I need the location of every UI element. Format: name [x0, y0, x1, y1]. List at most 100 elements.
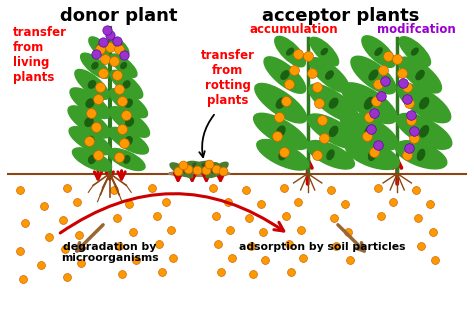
Point: [408, 117, 415, 122]
Point: [410, 136, 418, 141]
Point: [412, 188, 420, 193]
Ellipse shape: [369, 70, 378, 80]
Ellipse shape: [206, 165, 221, 178]
Ellipse shape: [123, 156, 130, 163]
Point: [115, 244, 123, 249]
Ellipse shape: [69, 127, 111, 155]
Ellipse shape: [309, 84, 358, 122]
Point: [257, 202, 264, 207]
Ellipse shape: [109, 107, 149, 137]
Point: [330, 216, 337, 220]
FancyArrowPatch shape: [199, 115, 214, 157]
Point: [184, 166, 191, 171]
Point: [410, 129, 418, 134]
Ellipse shape: [395, 141, 447, 169]
Point: [155, 241, 163, 246]
Point: [75, 232, 83, 237]
Point: [275, 115, 283, 120]
Ellipse shape: [326, 71, 333, 79]
Point: [273, 133, 281, 138]
Ellipse shape: [89, 37, 109, 57]
Ellipse shape: [202, 163, 206, 167]
Text: transfer
from
living
plants: transfer from living plants: [13, 26, 67, 84]
Point: [132, 258, 139, 263]
Ellipse shape: [125, 137, 132, 145]
Point: [115, 87, 123, 92]
Point: [212, 213, 219, 218]
Point: [431, 258, 439, 263]
Point: [158, 270, 165, 275]
Ellipse shape: [340, 113, 398, 150]
Ellipse shape: [186, 161, 203, 169]
Ellipse shape: [197, 165, 201, 169]
Point: [37, 262, 45, 267]
Point: [285, 241, 292, 246]
Point: [99, 70, 107, 75]
Point: [405, 101, 413, 106]
Point: [374, 185, 382, 190]
Point: [94, 96, 102, 101]
Text: transfer
from
rotting
plants: transfer from rotting plants: [201, 49, 255, 107]
Point: [118, 98, 125, 103]
Point: [106, 44, 114, 49]
Point: [210, 185, 217, 190]
Ellipse shape: [109, 89, 147, 118]
Point: [167, 227, 175, 232]
Ellipse shape: [329, 126, 337, 136]
Point: [59, 218, 66, 223]
Point: [389, 199, 396, 204]
Point: [417, 244, 425, 249]
Ellipse shape: [73, 148, 111, 171]
Ellipse shape: [308, 114, 360, 149]
Point: [94, 152, 102, 157]
Point: [379, 68, 387, 73]
Point: [202, 168, 210, 173]
Point: [370, 150, 377, 155]
Ellipse shape: [255, 83, 307, 123]
Point: [316, 101, 323, 106]
Ellipse shape: [365, 97, 374, 109]
Ellipse shape: [276, 98, 285, 108]
Ellipse shape: [180, 163, 200, 173]
Point: [427, 202, 434, 207]
Ellipse shape: [208, 162, 228, 177]
Point: [384, 54, 392, 59]
Point: [283, 213, 290, 218]
Ellipse shape: [118, 44, 122, 49]
Point: [205, 162, 212, 167]
Point: [111, 188, 118, 193]
Ellipse shape: [193, 163, 196, 167]
Point: [115, 47, 123, 52]
Point: [429, 230, 437, 235]
Point: [174, 169, 182, 174]
Ellipse shape: [89, 156, 95, 164]
Point: [19, 276, 27, 281]
Ellipse shape: [125, 99, 132, 107]
Point: [40, 204, 47, 209]
Ellipse shape: [216, 168, 220, 172]
Point: [245, 216, 253, 220]
Ellipse shape: [110, 70, 143, 99]
Point: [73, 199, 81, 204]
Point: [163, 199, 170, 204]
Point: [262, 258, 269, 263]
Point: [243, 188, 250, 193]
Point: [61, 246, 69, 251]
Ellipse shape: [321, 49, 328, 55]
Ellipse shape: [346, 140, 399, 169]
Point: [118, 272, 125, 277]
Point: [344, 230, 352, 235]
Point: [365, 115, 373, 120]
Point: [148, 185, 156, 190]
Text: donor plant: donor plant: [61, 7, 178, 25]
Point: [113, 72, 120, 77]
Point: [294, 51, 302, 56]
Point: [17, 188, 24, 193]
Point: [153, 213, 161, 218]
Point: [313, 84, 321, 89]
Point: [125, 202, 132, 207]
Point: [374, 82, 382, 87]
Point: [92, 124, 100, 129]
Point: [285, 82, 292, 87]
Ellipse shape: [398, 84, 451, 123]
